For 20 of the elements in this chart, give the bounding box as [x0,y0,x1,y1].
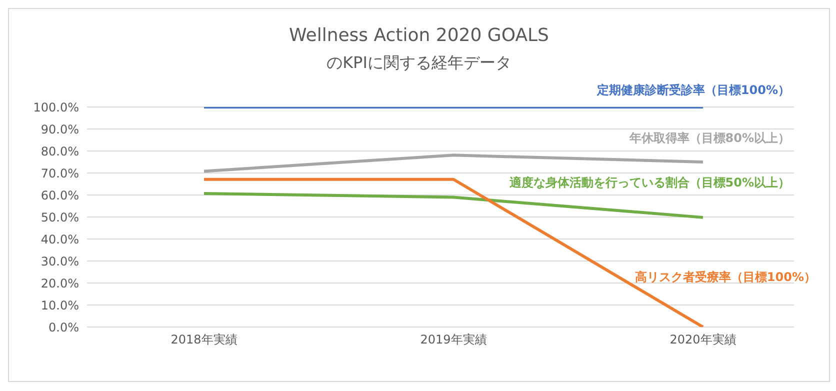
y-tick-label: 90.0% [40,122,79,136]
series-label: 適度な身体活動を行っている割合（目標50%以上） [508,175,790,190]
y-tick-label: 80.0% [40,144,79,158]
y-tick-label: 50.0% [40,210,79,224]
series-label: 年休取得率（目標80%以上） [628,131,790,145]
x-tick-label: 2018年実績 [170,332,238,347]
y-tick-label: 100.0% [33,100,79,114]
x-tick-label: 2020年実績 [670,332,736,347]
y-tick-label: 30.0% [40,254,79,268]
chart-subtitle: のKPIに関する経年データ [326,53,512,74]
y-tick-label: 70.0% [40,166,79,180]
y-tick-label: 20.0% [40,276,79,290]
y-tick-label: 10.0% [40,298,79,312]
series-label: 定期健康診断受診率（目標100%） [596,83,790,97]
y-tick-label: 0.0% [48,320,79,334]
chart-title: Wellness Action 2020 GOALS [288,25,550,46]
y-tick-label: 40.0% [40,232,79,246]
x-tick-label: 2019年実績 [420,332,487,347]
series-label: 高リスク者受療率（目標100%） [634,270,816,284]
y-tick-label: 60.0% [40,188,79,202]
